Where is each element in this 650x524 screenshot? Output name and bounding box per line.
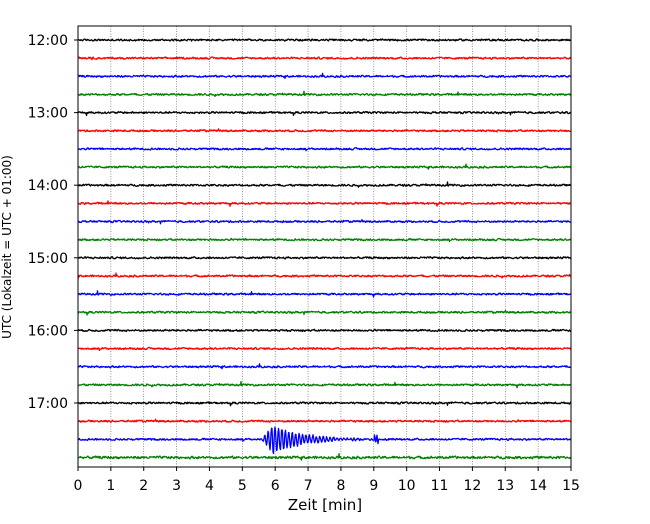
trace-1230: [77, 72, 572, 79]
trace-1245: [77, 90, 572, 98]
x-tick-label: 3: [172, 478, 181, 494]
y-tick-label: 13:00: [28, 106, 68, 122]
y-tick-label: 12:00: [28, 33, 68, 49]
trace-1600: [77, 328, 572, 333]
x-tick-label: 10: [398, 478, 416, 494]
trace-1615: [77, 346, 572, 352]
y-axis-label: UTC (Lokalzeit = UTC + 01:00): [0, 155, 14, 339]
x-tick-label: 1: [106, 478, 115, 494]
y-tick-label: 15:00: [28, 251, 68, 267]
y-ticks: 12:00 13:00 14:00 15:00 16:00 17:00: [28, 33, 78, 412]
y-tick-label: 17:00: [28, 396, 68, 412]
x-tick-label: 9: [369, 478, 378, 494]
trace-1445: [77, 237, 572, 243]
x-tick-label: 4: [205, 478, 214, 494]
trace-1200: [77, 38, 572, 42]
trace-lines: [77, 38, 572, 461]
x-ticks: 0 1 2 3 4 5 6 7 8 9 10 11 12 13 14 15: [74, 467, 580, 494]
trace-1630: [77, 363, 572, 370]
trace-1715: [77, 418, 572, 423]
trace-1730: [77, 426, 572, 455]
x-tick-label: 14: [529, 478, 547, 494]
trace-1700: [77, 401, 572, 407]
trace-1430: [77, 219, 572, 225]
x-axis-label: Zeit [min]: [288, 496, 362, 514]
trace-1515: [77, 272, 572, 279]
plot-frame: [77, 25, 572, 468]
trace-1645: [77, 381, 572, 389]
trace-1300: [77, 110, 572, 117]
y-tick-label: 16:00: [28, 323, 68, 339]
x-tick-label: 7: [304, 478, 313, 494]
x-tick-label: 13: [496, 478, 514, 494]
trace-1400: [77, 181, 572, 188]
x-tick-label: 15: [562, 478, 580, 494]
x-tick-label: 0: [74, 478, 83, 494]
trace-1530: [77, 290, 572, 298]
trace-1745: [77, 453, 572, 461]
trace-1415: [77, 200, 572, 207]
x-tick-label: 8: [336, 478, 345, 494]
grid-lines: [110, 26, 539, 467]
y-tick-label: 14:00: [28, 178, 68, 194]
x-tick-label: 6: [271, 478, 280, 494]
x-tick-label: 11: [431, 478, 449, 494]
trace-1315: [77, 128, 572, 133]
trace-1545: [77, 309, 572, 316]
x-tick-label: 5: [238, 478, 247, 494]
x-tick-label: 12: [463, 478, 481, 494]
trace-1500: [77, 256, 572, 260]
trace-1330: [77, 147, 572, 152]
trace-1345: [77, 163, 572, 170]
x-tick-label: 2: [139, 478, 148, 494]
trace-1215: [77, 56, 572, 61]
